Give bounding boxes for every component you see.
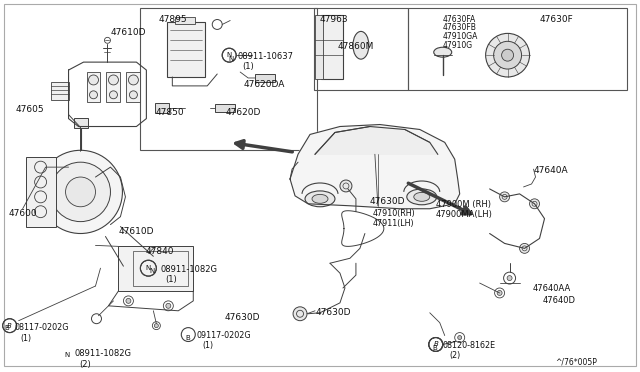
Ellipse shape	[407, 189, 436, 205]
Text: 47900M (RH): 47900M (RH)	[436, 200, 491, 209]
Circle shape	[65, 177, 95, 207]
Text: 47910G: 47910G	[443, 41, 473, 50]
Bar	[106, 72, 120, 102]
Circle shape	[502, 49, 513, 61]
Text: (1): (1)	[242, 62, 254, 71]
Text: ^/76*005P: ^/76*005P	[556, 357, 597, 366]
Bar	[51, 82, 68, 100]
Bar	[86, 72, 100, 102]
Text: 47900MA(LH): 47900MA(LH)	[436, 210, 493, 219]
Text: 47630D: 47630D	[370, 197, 405, 206]
Text: 47605: 47605	[15, 105, 44, 114]
Bar	[215, 104, 235, 112]
Text: 47630FB: 47630FB	[443, 23, 477, 32]
Text: 47620DA: 47620DA	[243, 80, 285, 89]
Ellipse shape	[434, 47, 452, 57]
Bar	[74, 118, 88, 128]
Text: (2): (2)	[450, 352, 461, 360]
Circle shape	[493, 41, 522, 69]
Text: 47895: 47895	[158, 15, 187, 23]
Text: 47630FA: 47630FA	[443, 15, 476, 23]
Circle shape	[340, 180, 352, 192]
Text: B: B	[185, 334, 189, 340]
Text: N: N	[150, 268, 155, 274]
Text: B: B	[4, 325, 9, 331]
Text: N: N	[227, 52, 232, 58]
Text: 47640A: 47640A	[534, 166, 568, 175]
Text: 08117-0202G: 08117-0202G	[15, 323, 69, 332]
Circle shape	[38, 150, 122, 234]
Text: 47610D: 47610D	[118, 227, 154, 235]
Text: N: N	[64, 352, 69, 358]
Circle shape	[154, 324, 158, 328]
Text: 09117-0202G: 09117-0202G	[196, 331, 251, 340]
Text: B: B	[433, 346, 437, 352]
Bar	[314, 8, 408, 90]
Text: N: N	[146, 265, 151, 271]
Bar	[315, 15, 323, 79]
Text: B: B	[7, 323, 12, 328]
Bar	[321, 15, 343, 79]
Polygon shape	[290, 125, 460, 209]
Ellipse shape	[414, 192, 430, 201]
Circle shape	[486, 33, 529, 77]
Text: N: N	[228, 56, 234, 62]
Circle shape	[500, 192, 509, 202]
Text: 47630D: 47630D	[224, 313, 260, 322]
Text: 47911(LH): 47911(LH)	[373, 219, 415, 228]
Circle shape	[529, 199, 540, 209]
Text: 47640D: 47640D	[543, 296, 575, 305]
Text: 47600: 47600	[9, 209, 37, 218]
Bar	[118, 246, 193, 291]
Circle shape	[88, 75, 99, 85]
Circle shape	[90, 91, 97, 99]
Text: 47910GA: 47910GA	[443, 32, 478, 41]
Circle shape	[126, 298, 131, 303]
Text: 47860M: 47860M	[338, 42, 374, 51]
Text: 47610D: 47610D	[111, 28, 146, 38]
Text: 47963: 47963	[320, 15, 349, 23]
Text: 47620D: 47620D	[225, 108, 260, 117]
Text: B: B	[433, 341, 438, 347]
Bar	[26, 157, 56, 227]
Text: 47850: 47850	[156, 108, 184, 117]
Text: 47910(RH): 47910(RH)	[373, 209, 415, 218]
Text: (2): (2)	[79, 360, 92, 369]
Circle shape	[51, 162, 111, 222]
Circle shape	[497, 291, 502, 295]
Bar	[127, 72, 140, 102]
Circle shape	[520, 243, 529, 253]
Text: (1): (1)	[202, 341, 213, 350]
Bar	[140, 8, 317, 150]
Bar	[156, 103, 170, 113]
Text: 47630F: 47630F	[540, 15, 573, 23]
Circle shape	[129, 75, 138, 85]
Circle shape	[109, 91, 118, 99]
Ellipse shape	[312, 195, 328, 203]
Circle shape	[166, 303, 171, 308]
Text: 08911-1082G: 08911-1082G	[74, 349, 132, 358]
Text: 08911-1082G: 08911-1082G	[161, 265, 218, 274]
Circle shape	[108, 75, 118, 85]
Ellipse shape	[353, 31, 369, 59]
Text: 08911-10637: 08911-10637	[237, 52, 293, 61]
Bar	[133, 251, 188, 286]
Text: (1): (1)	[20, 334, 32, 343]
Bar	[167, 22, 205, 77]
Text: (1): (1)	[165, 275, 177, 284]
Circle shape	[293, 307, 307, 321]
Bar	[255, 74, 275, 82]
Text: 47630D: 47630D	[316, 308, 351, 317]
Polygon shape	[315, 126, 438, 154]
Bar	[408, 8, 627, 90]
Ellipse shape	[305, 191, 335, 207]
Circle shape	[458, 336, 461, 340]
Circle shape	[507, 276, 512, 280]
Text: 47640AA: 47640AA	[532, 284, 571, 293]
Text: 08120-8162E: 08120-8162E	[443, 340, 496, 350]
Circle shape	[129, 91, 138, 99]
Text: 47840: 47840	[145, 247, 174, 256]
Bar	[175, 16, 195, 25]
